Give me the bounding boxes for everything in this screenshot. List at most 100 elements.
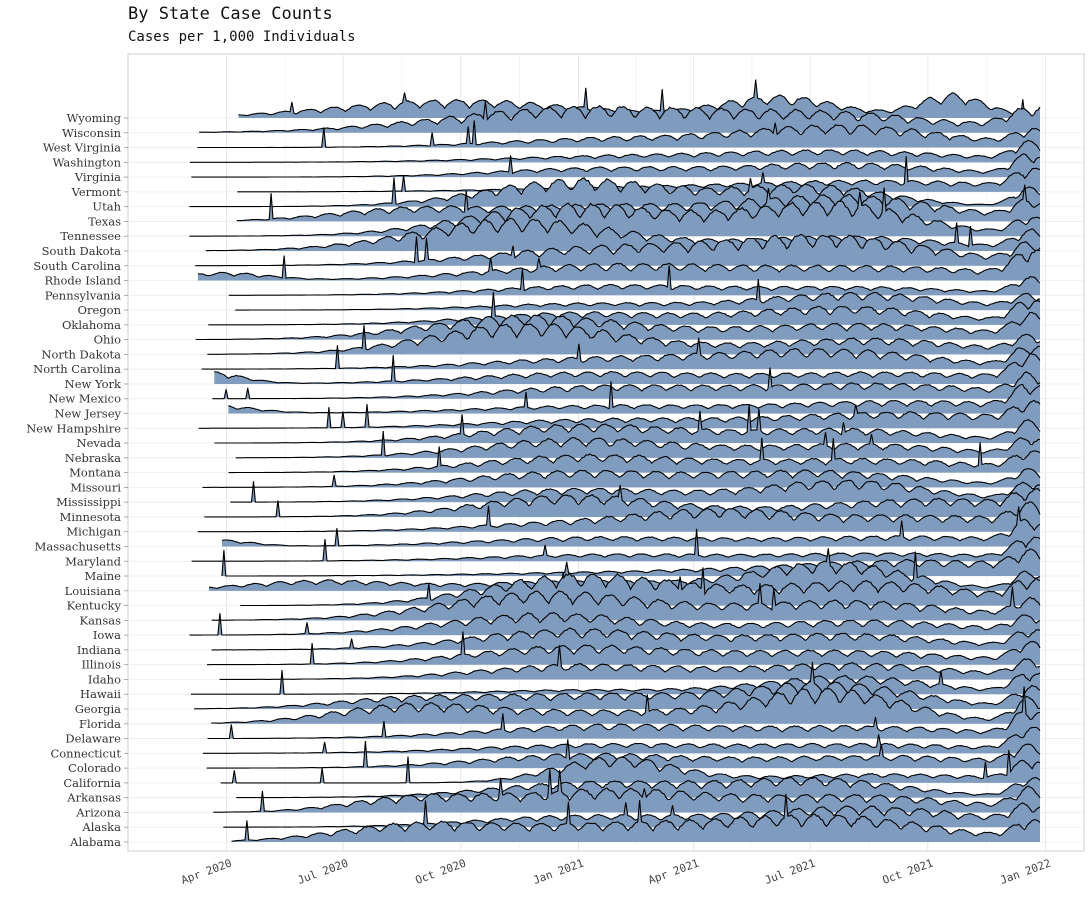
ridge-kansas: [211, 583, 1041, 621]
ridge-tennessee: [189, 187, 1041, 237]
ridge-line: [203, 726, 1041, 754]
y-label: Vermont: [71, 185, 122, 199]
y-label: West Virginia: [43, 141, 121, 155]
ridge-line: [189, 187, 1041, 237]
ridge-line: [199, 101, 1041, 133]
y-label: Mississippi: [56, 495, 121, 509]
y-label: North Dakota: [41, 347, 121, 361]
ridge-line: [211, 627, 1041, 651]
ridge-area: [197, 120, 1040, 148]
ridge-line: [204, 484, 1041, 518]
ridge-area: [214, 404, 1040, 444]
ridge-kentucky: [240, 567, 1041, 607]
ridge-area: [221, 548, 1040, 577]
y-label: Connecticut: [50, 746, 121, 760]
ridge-indiana: [211, 627, 1041, 651]
ridge-massachusetts: [221, 506, 1041, 547]
ridge-iowa: [189, 611, 1041, 636]
ridge-line: [219, 645, 1041, 680]
ridge-area: [211, 688, 1040, 724]
chart-subtitle: Cases per 1,000 Individuals: [128, 29, 356, 45]
ridge-florida: [211, 688, 1041, 724]
ridge-area: [214, 353, 1041, 384]
y-label: Massachusetts: [35, 539, 121, 553]
x-label: Apr 2020: [179, 857, 233, 887]
y-label: North Carolina: [33, 362, 121, 376]
ridge-area: [209, 548, 1040, 591]
ridge-area: [237, 156, 1041, 192]
ridge-line: [194, 662, 1041, 710]
ridge-line: [189, 139, 1041, 163]
ridge-delaware: [207, 686, 1041, 740]
ridge-mississippi: [230, 479, 1041, 503]
ridge-new-jersey: [228, 381, 1041, 414]
ridge-area: [228, 437, 1041, 473]
ridge-line: [220, 749, 1041, 784]
ridge-new-mexico: [212, 367, 1041, 400]
ridge-area: [235, 430, 1040, 458]
y-label: Oregon: [78, 303, 122, 317]
y-label: New York: [65, 377, 122, 391]
y-label: Montana: [69, 466, 121, 480]
ridge-montana: [228, 437, 1041, 474]
ridge-area: [198, 400, 1040, 429]
ridge-nebraska: [235, 430, 1041, 459]
y-label: Kansas: [79, 613, 121, 627]
x-label: Jan 2021: [531, 857, 585, 887]
ridge-arizona: [213, 769, 1041, 813]
y-label: Missouri: [70, 480, 121, 494]
y-label: Iowa: [93, 628, 121, 642]
ridge-washington: [189, 139, 1041, 163]
ridge-area: [238, 79, 1040, 118]
ridge-area: [195, 312, 1041, 340]
y-label: Pennsylvania: [45, 288, 121, 302]
y-label: South Carolina: [33, 259, 121, 273]
ridge-west-virginia: [197, 120, 1041, 149]
y-label: Idaho: [88, 672, 121, 686]
ridge-illinois: [207, 631, 1041, 666]
y-label: Wyoming: [67, 111, 122, 125]
y-label: Delaware: [65, 732, 121, 746]
ridge-north-carolina: [201, 337, 1041, 370]
chart-title: By State Case Counts: [128, 4, 333, 24]
y-label: Maryland: [65, 554, 122, 568]
ridge-line: [235, 430, 1041, 459]
y-label: Indiana: [77, 643, 121, 657]
x-label: Jul 2020: [296, 857, 350, 887]
ridge-line: [214, 352, 1041, 384]
ridge-area: [191, 528, 1041, 562]
ridge-line: [230, 479, 1041, 503]
y-label: Minnesota: [60, 510, 122, 524]
ridge-area: [203, 727, 1040, 754]
ridge-area: [219, 645, 1041, 680]
ridge-line: [189, 611, 1041, 636]
ridge-california: [220, 749, 1041, 784]
y-label: Virginia: [74, 170, 121, 184]
ridge-line: [191, 528, 1041, 562]
y-label: Illinois: [82, 658, 122, 672]
y-label: Georgia: [75, 702, 121, 716]
y-label: Michigan: [66, 525, 121, 539]
y-label: Arizona: [75, 805, 121, 819]
ridge-line: [228, 265, 1041, 296]
ridge-area: [207, 631, 1040, 665]
ridge-line: [212, 367, 1041, 400]
y-label: Louisiana: [65, 584, 121, 598]
ridge-line: [211, 688, 1041, 724]
y-label: Kentucky: [67, 599, 122, 613]
ridge-ohio: [195, 311, 1041, 341]
ridge-area: [228, 265, 1041, 296]
ridge-line: [208, 292, 1041, 326]
y-label: Washington: [53, 155, 122, 169]
ridge-arkansas: [236, 776, 1041, 799]
ridge-line: [189, 177, 1041, 208]
ridge-north-dakota: [207, 323, 1041, 355]
ridge-line: [206, 739, 1041, 769]
ridge-line: [202, 468, 1041, 488]
ridge-area: [213, 769, 1040, 813]
ridge-line: [211, 583, 1041, 621]
ridge-area: [228, 381, 1040, 414]
y-label: Ohio: [94, 333, 122, 347]
